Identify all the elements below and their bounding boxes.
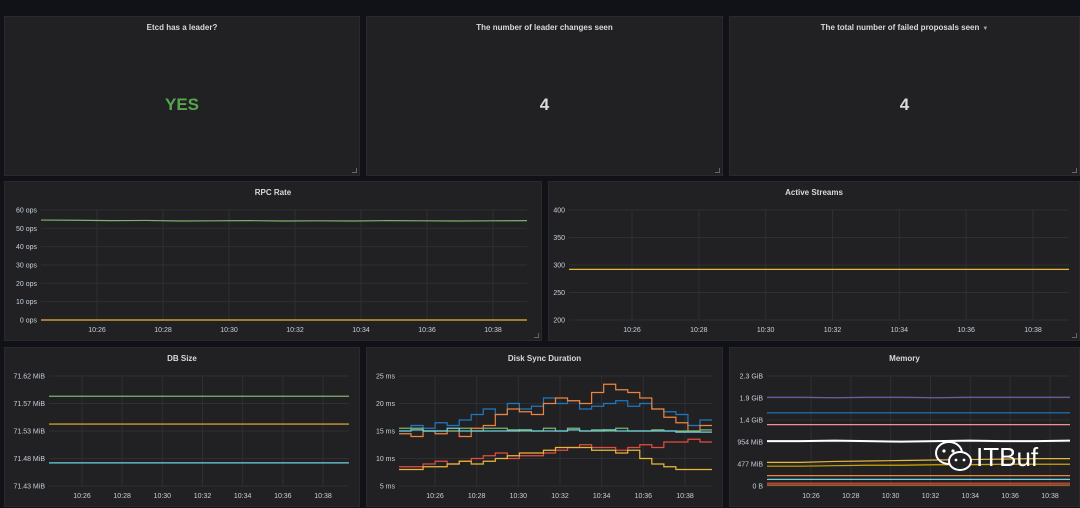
series-line-0 bbox=[41, 220, 527, 221]
x-tick-label: 10:32 bbox=[922, 493, 940, 500]
x-tick-label: 10:26 bbox=[426, 493, 444, 500]
db-size-chart: 71.62 MiB 71.57 MiB 71.53 MiB 71.48 MiB 71.4… bbox=[5, 348, 361, 508]
stat-panel-has-leader[interactable]: Etcd has a leader? YES bbox=[4, 16, 360, 176]
y-tick-label: 250 bbox=[553, 290, 565, 297]
x-tick-label: 10:28 bbox=[154, 327, 172, 334]
stat-value-has-leader: YES bbox=[5, 95, 359, 115]
y-tick-label: 1.4 GiB bbox=[740, 418, 764, 425]
y-tick-label: 954 MiB bbox=[737, 440, 763, 447]
x-tick-label: 10:38 bbox=[314, 493, 332, 500]
x-tick-label: 10:30 bbox=[220, 327, 238, 334]
y-tick-label: 5 ms bbox=[380, 484, 396, 491]
watermark-text: ITBuf bbox=[976, 442, 1038, 473]
wechat-icon bbox=[934, 440, 974, 474]
stat-value-leader-changes: 4 bbox=[367, 95, 722, 115]
x-tick-label: 10:36 bbox=[418, 327, 436, 334]
y-tick-label: 300 bbox=[553, 263, 565, 270]
y-tick-label: 50 ops bbox=[16, 226, 38, 233]
stat-panel-leader-changes[interactable]: The number of leader changes seen 4 bbox=[366, 16, 723, 176]
x-tick-label: 10:38 bbox=[676, 493, 694, 500]
resize-handle[interactable] bbox=[1072, 333, 1077, 338]
y-tick-label: 40 ops bbox=[16, 244, 38, 251]
x-tick-label: 10:26 bbox=[623, 327, 641, 334]
x-tick-label: 10:30 bbox=[882, 493, 900, 500]
y-tick-label: 0 ops bbox=[20, 318, 38, 325]
x-tick-label: 10:36 bbox=[957, 327, 975, 334]
x-tick-label: 10:26 bbox=[88, 327, 106, 334]
y-tick-label: 71.53 MiB bbox=[13, 429, 45, 436]
memory-chart: 2.3 GiB 1.9 GiB 1.4 GiB 954 MiB 477 MiB 0 B 10… bbox=[730, 348, 1080, 508]
resize-handle[interactable] bbox=[715, 168, 720, 173]
y-tick-label: 71.43 MiB bbox=[13, 484, 45, 491]
y-tick-label: 71.48 MiB bbox=[13, 456, 45, 463]
panel-title[interactable]: The total number of failed proposals see… bbox=[821, 23, 980, 32]
x-tick-label: 10:36 bbox=[635, 493, 653, 500]
x-tick-label: 10:32 bbox=[551, 493, 569, 500]
resize-handle[interactable] bbox=[534, 333, 539, 338]
y-tick-label: 10 ops bbox=[16, 299, 38, 306]
y-tick-label: 20 ms bbox=[376, 401, 396, 408]
y-tick-label: 350 bbox=[553, 235, 565, 242]
x-tick-label: 10:32 bbox=[286, 327, 304, 334]
y-tick-label: 30 ops bbox=[16, 263, 38, 270]
series-line-4 bbox=[399, 439, 712, 467]
x-tick-label: 10:26 bbox=[802, 493, 820, 500]
y-tick-label: 60 ops bbox=[16, 208, 38, 215]
x-tick-label: 10:28 bbox=[842, 493, 860, 500]
x-tick-label: 10:34 bbox=[593, 493, 611, 500]
y-tick-label: 0 B bbox=[752, 484, 763, 491]
panel-title[interactable]: Etcd has a leader? bbox=[5, 23, 359, 32]
x-tick-label: 10:36 bbox=[1001, 493, 1019, 500]
y-tick-label: 71.57 MiB bbox=[13, 401, 45, 408]
x-tick-label: 10:34 bbox=[352, 327, 370, 334]
active-streams-chart: 400 350 300 250 200 10:26 10:28 10:30 10:32 10:34… bbox=[549, 182, 1080, 342]
rpc-rate-chart: 60 ops 50 ops 40 ops 30 ops 20 ops 10 ops 0 op… bbox=[5, 182, 543, 342]
panel-title-wrap[interactable]: The total number of failed proposals see… bbox=[730, 23, 1079, 32]
x-tick-label: 10:28 bbox=[690, 327, 708, 334]
x-tick-label: 10:30 bbox=[757, 327, 775, 334]
x-tick-label: 10:30 bbox=[154, 493, 172, 500]
stat-value-failed-proposals: 4 bbox=[730, 95, 1079, 115]
y-tick-label: 25 ms bbox=[376, 374, 396, 381]
y-tick-label: 477 MiB bbox=[737, 462, 763, 469]
y-tick-label: 71.62 MiB bbox=[13, 374, 45, 381]
x-tick-label: 10:38 bbox=[1024, 327, 1042, 334]
y-tick-label: 10 ms bbox=[376, 456, 396, 463]
resize-handle[interactable] bbox=[1072, 168, 1077, 173]
watermark: ITBuf bbox=[934, 440, 1038, 474]
x-tick-label: 10:28 bbox=[113, 493, 131, 500]
y-tick-label: 200 bbox=[553, 318, 565, 325]
x-tick-label: 10:34 bbox=[891, 327, 909, 334]
chevron-down-icon[interactable]: ▼ bbox=[982, 26, 988, 32]
y-tick-label: 20 ops bbox=[16, 281, 38, 288]
panel-title[interactable]: The number of leader changes seen bbox=[367, 23, 722, 32]
x-tick-label: 10:38 bbox=[484, 327, 502, 334]
x-tick-label: 10:32 bbox=[824, 327, 842, 334]
x-tick-label: 10:38 bbox=[1041, 493, 1059, 500]
x-tick-label: 10:36 bbox=[274, 493, 292, 500]
y-tick-label: 400 bbox=[553, 208, 565, 215]
x-tick-label: 10:34 bbox=[234, 493, 252, 500]
x-tick-label: 10:28 bbox=[468, 493, 486, 500]
y-tick-label: 1.9 GiB bbox=[740, 396, 764, 403]
x-tick-label: 10:26 bbox=[73, 493, 91, 500]
x-tick-label: 10:32 bbox=[194, 493, 212, 500]
x-tick-label: 10:34 bbox=[962, 493, 980, 500]
resize-handle[interactable] bbox=[352, 168, 357, 173]
stat-panel-failed-proposals[interactable]: The total number of failed proposals see… bbox=[729, 16, 1080, 176]
disk-sync-chart: 25 ms 20 ms 15 ms 10 ms 5 ms 10:26 10:28 10:30 1… bbox=[367, 348, 724, 508]
y-tick-label: 15 ms bbox=[376, 429, 396, 436]
y-tick-label: 2.3 GiB bbox=[740, 374, 764, 381]
x-tick-label: 10:30 bbox=[510, 493, 528, 500]
